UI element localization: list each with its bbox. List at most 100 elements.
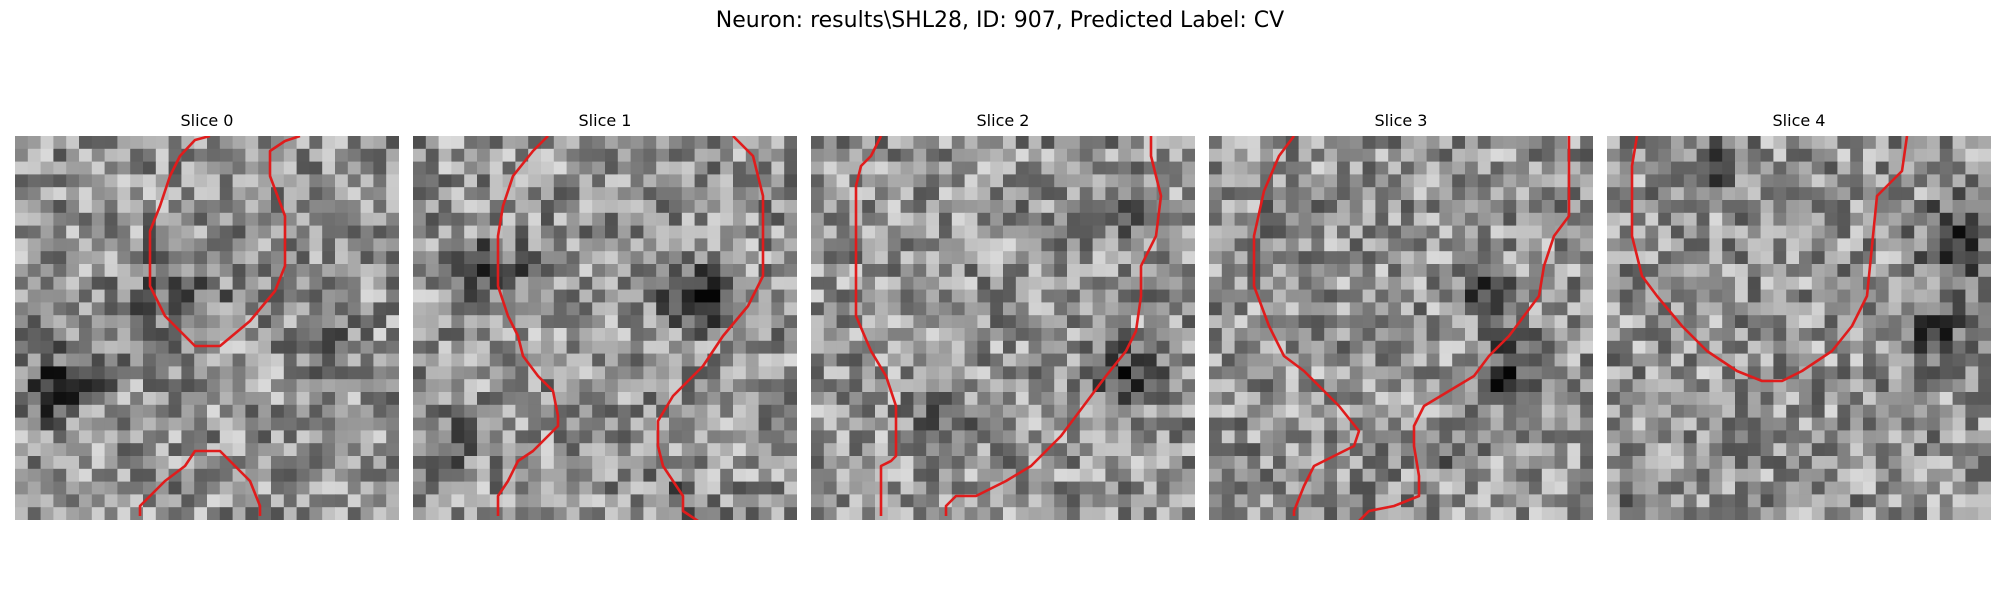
pixel-cell (245, 315, 259, 329)
pixel-cell (1311, 315, 1325, 329)
pixel-cell (617, 443, 631, 457)
pixel-cell (1143, 340, 1157, 354)
pixel-cell (168, 456, 182, 470)
pixel-cell (1337, 238, 1351, 252)
pixel-cell (1939, 481, 1953, 495)
pixel-cell (322, 353, 336, 367)
pixel-cell (1079, 417, 1093, 431)
pixel-cell (694, 302, 708, 316)
pixel-cell (79, 340, 93, 354)
pixel-cell (386, 225, 399, 239)
pixel-cell (40, 276, 54, 290)
pixel-cell (1799, 481, 1813, 495)
pixel-cell (1401, 404, 1415, 418)
pixel-cell (309, 456, 323, 470)
pixel-cell (1003, 456, 1017, 470)
pixel-cell (271, 251, 285, 265)
pixel-cell (951, 251, 965, 265)
pixel-cell (451, 494, 465, 508)
pixel-cell (502, 417, 516, 431)
pixel-cell (168, 379, 182, 393)
pixel-cell (1118, 161, 1132, 175)
pixel-cell (887, 443, 901, 457)
pixel-cell (630, 289, 644, 303)
pixel-cell (1811, 161, 1825, 175)
pixel-cell (1901, 404, 1915, 418)
pixel-cell (207, 392, 221, 406)
pixel-cell (104, 328, 118, 342)
slice-image-3 (1209, 136, 1593, 520)
pixel-cell (1645, 366, 1659, 380)
pixel-cell (875, 392, 889, 406)
pixel-cell (1850, 276, 1864, 290)
pixel-cell (1901, 430, 1915, 444)
pixel-cell (258, 456, 272, 470)
pixel-cell (656, 328, 670, 342)
pixel-cell (1939, 136, 1953, 150)
pixel-cell (1260, 225, 1274, 239)
pixel-cell (1388, 353, 1402, 367)
pixel-cell (1465, 251, 1479, 265)
pixel-cell (1607, 289, 1621, 303)
pixel-cell (784, 468, 797, 482)
pixel-cell (130, 212, 144, 226)
pixel-cell (784, 187, 797, 201)
pixel-cell (1709, 507, 1723, 520)
pixel-cell (1324, 379, 1338, 393)
pixel-cell (1015, 174, 1029, 188)
pixel-cell (309, 302, 323, 316)
pixel-cell (1169, 276, 1183, 290)
pixel-cell (1837, 353, 1851, 367)
pixel-cell (322, 468, 336, 482)
pixel-cell (1939, 417, 1953, 431)
pixel-cell (386, 251, 399, 265)
pixel-cell (758, 392, 772, 406)
pixel-cell (425, 404, 439, 418)
pixel-cell (1824, 251, 1838, 265)
pixel-cell (1541, 302, 1555, 316)
pixel-cell (245, 289, 259, 303)
pixel-cell (1273, 481, 1287, 495)
pixel-cell (515, 174, 529, 188)
pixel-cell (1388, 404, 1402, 418)
pixel-cell (1683, 417, 1697, 431)
pixel-cell (1105, 443, 1119, 457)
pixel-cell (296, 200, 310, 214)
pixel-cell (451, 174, 465, 188)
pixel-cell (1952, 507, 1966, 520)
pixel-cell (1580, 264, 1593, 278)
pixel-cell (335, 174, 349, 188)
pixel-cell (1580, 366, 1593, 380)
pixel-cell (1156, 379, 1170, 393)
pixel-cell (643, 404, 657, 418)
pixel-cell (1015, 404, 1029, 418)
pixel-cell (283, 366, 297, 380)
pixel-cell (1169, 315, 1183, 329)
pixel-cell (1914, 238, 1928, 252)
pixel-cell (926, 161, 940, 175)
pixel-cell (207, 468, 221, 482)
pixel-cell (823, 430, 837, 444)
pixel-cell (1503, 430, 1517, 444)
pixel-cell (900, 315, 914, 329)
pixel-cell (900, 379, 914, 393)
pixel-cell (232, 481, 246, 495)
pixel-cell (347, 353, 361, 367)
pixel-cell (155, 328, 169, 342)
pixel-cell (1888, 430, 1902, 444)
pixel-cell (823, 174, 837, 188)
pixel-cell (1567, 392, 1581, 406)
pixel-cell (592, 315, 606, 329)
pixel-cell (425, 148, 439, 162)
pixel-cell (477, 251, 491, 265)
pixel-cell (207, 174, 221, 188)
pixel-cell (1324, 315, 1338, 329)
pixel-cell (951, 443, 965, 457)
pixel-cell (91, 148, 105, 162)
pixel-cell (1105, 200, 1119, 214)
pixel-cell (232, 366, 246, 380)
pixel-cell (758, 251, 772, 265)
pixel-cell (1965, 417, 1979, 431)
pixel-cell (1426, 379, 1440, 393)
pixel-cell (745, 251, 759, 265)
